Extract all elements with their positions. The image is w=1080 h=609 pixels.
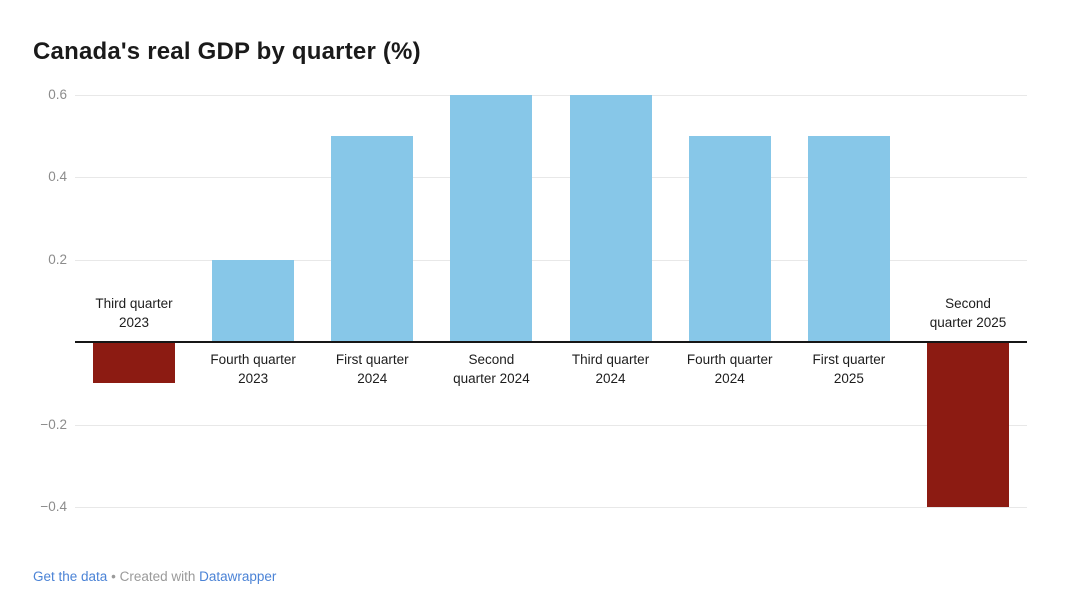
footer-separator: •	[111, 569, 116, 584]
gridline	[75, 507, 1027, 508]
y-axis-tick-label: 0.2	[48, 251, 67, 267]
bar	[688, 136, 771, 343]
chart-title: Canada's real GDP by quarter (%)	[33, 38, 421, 66]
plot-area: Third quarter 2023 Fourth quarter 2023 First…	[75, 95, 1027, 508]
bar	[927, 342, 1009, 507]
y-axis-tick-label: −0.2	[40, 416, 67, 432]
footer-created-with: Created with	[119, 569, 196, 584]
gridline	[75, 259, 1027, 261]
bar	[807, 136, 890, 343]
chart-footer: Get the data • Created with Datawrapper	[33, 569, 276, 584]
bar	[331, 136, 414, 343]
category-label: Fourth quarter 2024	[686, 352, 773, 386]
y-axis-tick-label: −0.4	[40, 499, 67, 514]
category-label: Second quarter 2024	[453, 352, 530, 386]
gridline	[75, 95, 1027, 96]
datawrapper-link[interactable]: Datawrapper	[199, 569, 277, 584]
category-label: Third quarter 2024	[571, 352, 650, 386]
zero-baseline	[75, 341, 1027, 344]
category-label: Third quarter 2023	[95, 296, 173, 330]
category-label: First quarter 2024	[335, 352, 409, 386]
bar	[93, 342, 175, 384]
y-axis-tick-label: 0.4	[48, 169, 67, 185]
category-label: Fourth quarter 2023	[210, 352, 296, 386]
bar	[569, 95, 652, 343]
category-label: First quarter 2025	[812, 352, 886, 386]
y-axis-tick-label: 0.6	[48, 87, 67, 102]
bar	[450, 95, 533, 343]
bar	[212, 259, 295, 343]
category-label: Second quarter 2025	[929, 296, 1007, 330]
get-the-data-link[interactable]: Get the data	[33, 569, 108, 584]
gridline	[75, 424, 1027, 426]
gridline	[75, 177, 1027, 179]
